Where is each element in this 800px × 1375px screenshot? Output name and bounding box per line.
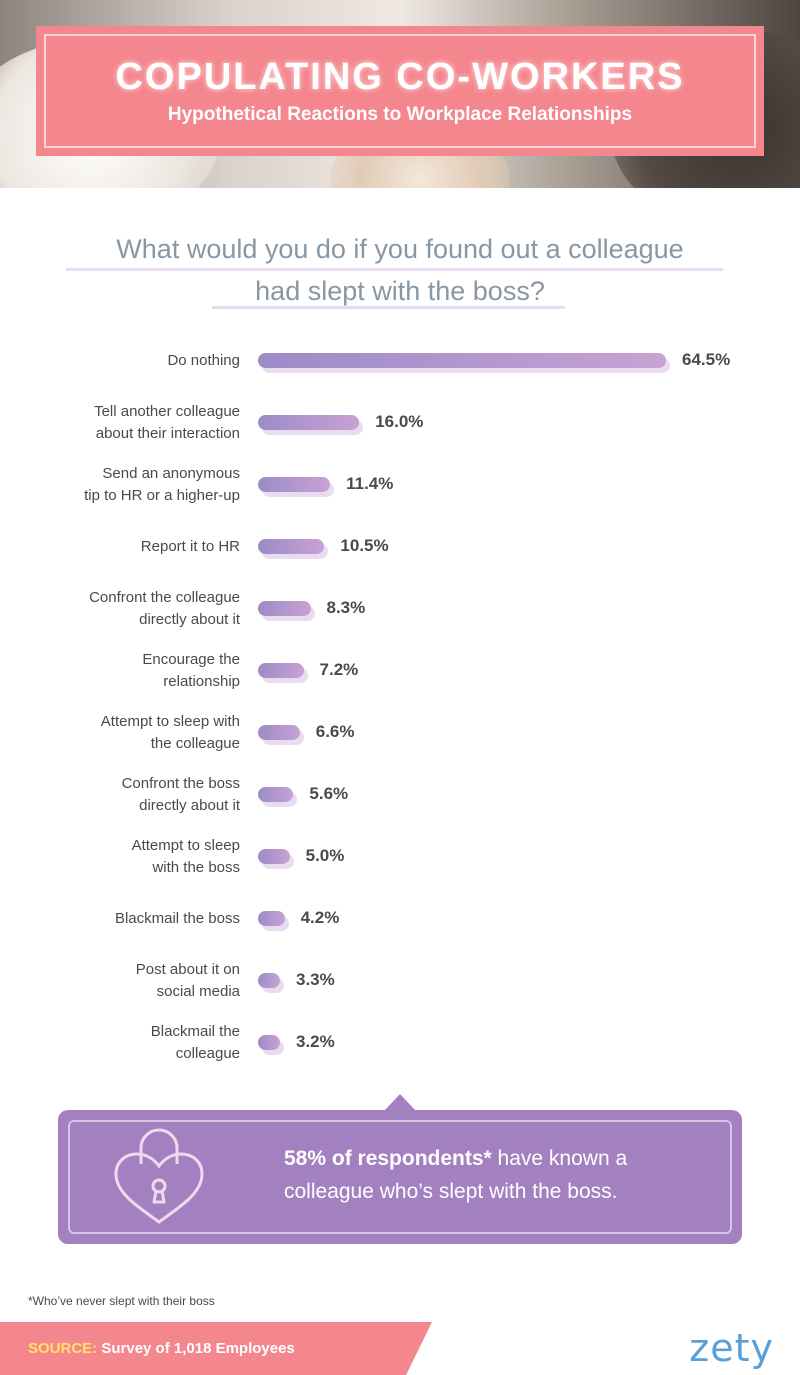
bar-label-line: Blackmail the bbox=[150, 1023, 240, 1040]
callout-pointer bbox=[384, 1094, 416, 1111]
bar-row: Tell another colleague about their intera… bbox=[0, 392, 800, 454]
bar bbox=[258, 1035, 280, 1050]
bar-label: Do nothing bbox=[0, 350, 240, 372]
bar-chart: Do nothing 64.5% Tell another colleague abo… bbox=[0, 330, 800, 1070]
bar bbox=[258, 415, 360, 430]
heart-padlock-icon bbox=[114, 1128, 204, 1224]
bar-label: Confront the boss directly about it bbox=[0, 773, 240, 817]
bar-label-line: Confront the boss bbox=[121, 775, 240, 792]
bar-label-line: directly about it bbox=[139, 797, 240, 814]
bar-label-line: social media bbox=[156, 983, 240, 1000]
bar-value-label: 5.0% bbox=[305, 846, 345, 865]
bar bbox=[258, 353, 666, 368]
bar-label-line: Confront the colleague bbox=[89, 589, 240, 606]
bar-label: Blackmail the boss bbox=[0, 908, 240, 930]
bar-label-line: Encourage the bbox=[142, 651, 240, 668]
source-key: SOURCE: bbox=[28, 1340, 98, 1357]
question-underline-1 bbox=[66, 268, 723, 271]
bar-label-line: the colleague bbox=[150, 735, 240, 752]
bar-label-line: relationship bbox=[163, 673, 240, 690]
bar bbox=[258, 539, 325, 554]
bar-value-label: 8.3% bbox=[326, 598, 366, 617]
bar bbox=[258, 787, 294, 802]
bar-row: Attempt to sleep with the colleague 6.6% bbox=[0, 702, 800, 764]
bar-label-line: directly about it bbox=[139, 611, 240, 628]
bar-value-label: 16.0% bbox=[375, 412, 424, 431]
source-line: SOURCE: Survey of 1,018 Employees bbox=[28, 1340, 295, 1357]
source-banner bbox=[0, 1322, 432, 1375]
bar bbox=[258, 725, 300, 740]
bar-label: Encourage the relationship bbox=[0, 649, 240, 693]
bar bbox=[258, 911, 285, 926]
bar-label: Post about it on social media bbox=[0, 959, 240, 1003]
bar-label: Attempt to sleep with the boss bbox=[0, 835, 240, 879]
question-underline-2 bbox=[212, 306, 565, 309]
bar-label-line: about their interaction bbox=[95, 425, 240, 442]
bar-value-label: 6.6% bbox=[315, 722, 355, 741]
bar-value-label: 64.5% bbox=[682, 350, 731, 369]
bar-value-label: 10.5% bbox=[340, 536, 389, 555]
bar-value-label: 7.2% bbox=[319, 660, 359, 679]
callout-frame bbox=[68, 1120, 732, 1234]
bar bbox=[258, 849, 290, 864]
bar-row: Report it to HR 10.5% bbox=[0, 516, 800, 578]
callout-text-rest: have known a bbox=[491, 1147, 628, 1170]
stat-callout: 58% of respondents* have known a colleag… bbox=[58, 1110, 742, 1244]
bar-value-label: 5.6% bbox=[309, 784, 349, 803]
bar-row: Confront the colleague directly about it 8… bbox=[0, 578, 800, 640]
bar-label-line: Do nothing bbox=[167, 352, 240, 369]
title-banner: COPULATING CO-WORKERS Hypothetical React… bbox=[36, 26, 764, 156]
bar-label: Tell another colleague about their intera… bbox=[0, 401, 240, 445]
chart-question: What would you do if you found out a col… bbox=[0, 228, 800, 312]
bar bbox=[258, 477, 331, 492]
question-line-2: had slept with the boss? bbox=[255, 276, 545, 306]
bar-value-label: 3.2% bbox=[296, 1032, 335, 1051]
bar bbox=[258, 601, 311, 616]
bar-label-line: Blackmail the boss bbox=[114, 910, 240, 927]
bar-row: Do nothing 64.5% bbox=[0, 330, 800, 392]
bar-value-label: 3.3% bbox=[296, 970, 335, 989]
bar-row: Blackmail the boss 4.2% bbox=[0, 888, 800, 950]
bar-label-line: Tell another colleague bbox=[94, 403, 240, 420]
bar-label: Confront the colleague directly about it bbox=[0, 587, 240, 631]
bar-value-label: 4.2% bbox=[300, 908, 340, 927]
bar-row: Post about it on social media 3.3% bbox=[0, 950, 800, 1012]
bar-label-line: Post about it on bbox=[135, 961, 240, 978]
page-subtitle: Hypothetical Reactions to Workplace Rela… bbox=[167, 104, 633, 125]
callout-highlight: 58% of respondents* bbox=[284, 1147, 492, 1170]
bar-label-line: tip to HR or a higher-up bbox=[84, 487, 240, 504]
bar-label-line: Report it to HR bbox=[140, 538, 240, 555]
page-title: COPULATING CO-WORKERS bbox=[115, 56, 685, 98]
bar-label-line: with the boss bbox=[152, 859, 240, 876]
bar-label: Attempt to sleep with the colleague bbox=[0, 711, 240, 755]
footnote: *Who’ve never slept with their boss bbox=[28, 1294, 215, 1308]
callout-text-line-2: colleague who’s slept with the boss. bbox=[284, 1180, 618, 1203]
bar-row: Blackmail the colleague 3.2% bbox=[0, 1012, 800, 1074]
callout-text: 58% of respondents* have known a colleag… bbox=[284, 1142, 724, 1208]
bar-label: Report it to HR bbox=[0, 536, 240, 558]
bar-label: Blackmail the colleague bbox=[0, 1021, 240, 1065]
bar-label-line: Send an anonymous bbox=[102, 465, 240, 482]
bar-label: Send an anonymous tip to HR or a higher-u… bbox=[0, 463, 240, 507]
bar-row: Encourage the relationship 7.2% bbox=[0, 640, 800, 702]
bar-label-line: Attempt to sleep bbox=[131, 837, 240, 854]
bar bbox=[258, 663, 304, 678]
source-value: Survey of 1,018 Employees bbox=[101, 1340, 295, 1357]
bar-label-line: Attempt to sleep with bbox=[100, 713, 240, 730]
bar-label-line: colleague bbox=[175, 1045, 240, 1062]
zety-logo: zety bbox=[689, 1326, 774, 1370]
bar bbox=[258, 973, 280, 988]
bar-row: Confront the boss directly about it 5.6% bbox=[0, 764, 800, 826]
bar-row: Send an anonymous tip to HR or a higher-u… bbox=[0, 454, 800, 516]
bar-row: Attempt to sleep with the boss 5.0% bbox=[0, 826, 800, 888]
question-line-1: What would you do if you found out a col… bbox=[116, 234, 684, 264]
bar-value-label: 11.4% bbox=[346, 474, 394, 493]
